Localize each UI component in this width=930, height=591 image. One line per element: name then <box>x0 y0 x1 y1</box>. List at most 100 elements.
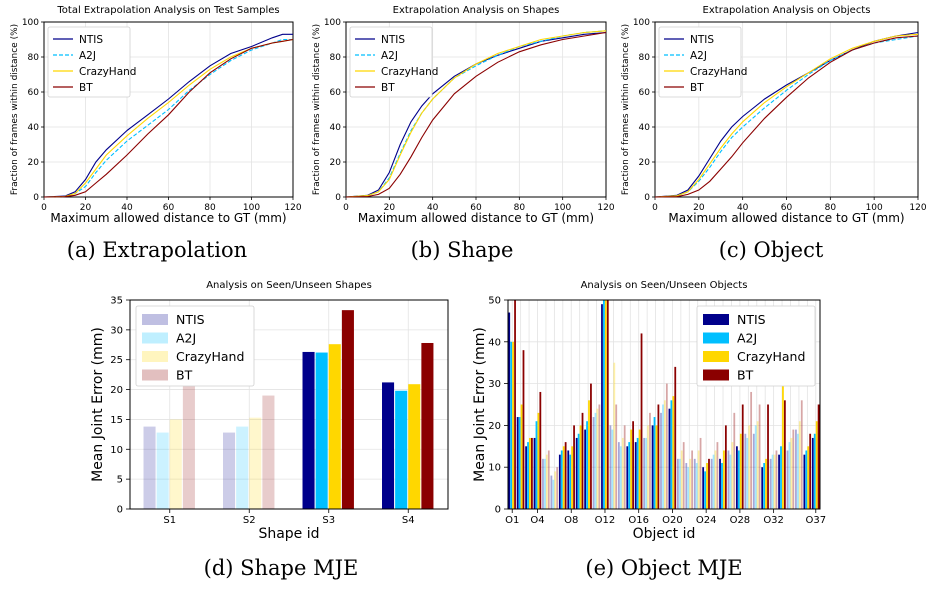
legend-swatch <box>142 332 168 344</box>
x-tick-label: S2 <box>243 515 256 526</box>
bar-bt <box>775 450 778 509</box>
bar-crazyhand <box>689 458 692 509</box>
legend-label: A2J <box>79 50 96 62</box>
y-tick-label: 100 <box>633 18 650 28</box>
x-tick-label: 0 <box>343 203 349 213</box>
legend-label: NTIS <box>737 312 766 327</box>
legend-swatch <box>703 314 729 325</box>
bar-ntis <box>769 458 772 509</box>
bar-ntis <box>778 454 780 509</box>
bar-crazyhand <box>664 400 666 509</box>
bar-a2j <box>611 429 614 509</box>
legend-label: A2J <box>381 50 398 62</box>
legend-swatch <box>142 351 168 362</box>
bar-a2j <box>594 412 597 509</box>
x-tick-label: O24 <box>696 515 717 526</box>
bar-bt <box>665 383 668 509</box>
bar-a2j <box>544 458 546 509</box>
bar-a2j <box>805 450 808 509</box>
y-axis-label: Fraction of frames within distance (%) <box>621 24 631 195</box>
bar-ntis <box>575 437 578 509</box>
legend-swatch <box>142 369 168 381</box>
bar-a2j <box>619 446 622 509</box>
bar-bt <box>341 310 354 509</box>
legend-label: A2J <box>737 331 757 346</box>
line-chart-3: 0 20 40 60 80 100 120 0 20 40 60 80 100 NTIS A2J CrazyH… <box>621 5 927 262</box>
bar-ntis <box>550 475 553 509</box>
bar-ntis <box>626 446 629 509</box>
bar-bt <box>573 425 575 509</box>
bar-crazyhand <box>328 344 341 509</box>
bar-a2j <box>586 421 588 509</box>
bar-crazyhand <box>807 446 810 509</box>
bar-crazyhand <box>621 437 624 509</box>
bar-a2j <box>729 454 732 509</box>
bar-ntis <box>508 312 511 509</box>
bar-a2j <box>771 454 774 509</box>
bar-a2j <box>395 390 408 509</box>
series-line-ntis <box>43 33 293 198</box>
bar-a2j <box>662 404 664 509</box>
bar-crazyhand <box>773 454 776 509</box>
bar-bt <box>800 400 803 509</box>
bar-ntis <box>601 304 603 509</box>
y-axis-label: Mean Joint Error (mm) <box>472 327 488 482</box>
bar-bt <box>182 384 195 509</box>
bar-crazyhand <box>697 450 700 509</box>
bar-a2j <box>670 400 673 509</box>
x-tick-label: 0 <box>41 203 47 213</box>
bar-crazyhand <box>815 421 818 509</box>
bar-a2j <box>535 421 538 509</box>
bar-ntis <box>634 442 637 509</box>
x-tick-label: 20 <box>384 203 396 213</box>
legend-label: NTIS <box>79 34 103 46</box>
bar-ntis <box>786 450 789 509</box>
bar-chart-objects: 0 10 20 30 40 50 O1 O4 O8 O12 O16 O20 O24 O28 O32 O37 NT… <box>472 280 826 580</box>
bar-crazyhand <box>562 446 565 509</box>
chart-title: Analysis on Seen/Unseen Objects <box>581 280 748 291</box>
legend-label: NTIS <box>176 312 205 327</box>
y-axis-label: Fraction of frames within distance (%) <box>312 24 322 195</box>
legend-box <box>658 26 742 98</box>
bar-bt <box>767 404 769 509</box>
bar-ntis <box>302 351 315 509</box>
legend-label: BT <box>79 82 93 94</box>
series-line-bt <box>345 31 607 198</box>
bar-ntis <box>744 433 747 509</box>
bar-ntis <box>592 417 595 509</box>
x-tick-label: 120 <box>909 203 926 213</box>
x-tick-label: S3 <box>322 515 335 526</box>
bar-a2j <box>780 446 782 509</box>
x-axis-label: Maximum allowed distance to GT (mm) <box>50 211 286 225</box>
bar-a2j <box>737 450 740 509</box>
bar-bt <box>564 442 567 509</box>
bar-crazyhand <box>714 450 717 509</box>
y-tick-label: 30 <box>488 379 501 390</box>
bar-a2j <box>628 442 631 509</box>
y-tick-label: 0 <box>495 505 501 516</box>
bar-crazyhand <box>408 384 421 509</box>
bar-a2j <box>527 442 529 509</box>
bar-a2j <box>754 425 757 509</box>
plot-frame <box>129 299 449 510</box>
bar-a2j <box>577 433 580 509</box>
bar-bt <box>581 412 584 509</box>
bar-ntis <box>558 454 561 509</box>
legend-label: CrazyHand <box>737 349 805 364</box>
series-line-a2j <box>43 38 293 198</box>
y-tick-label: 25 <box>110 355 123 366</box>
bar-bt <box>691 450 694 509</box>
legend-swatch <box>142 314 168 325</box>
legend-box <box>47 26 131 98</box>
legend-label: A2J <box>176 331 196 346</box>
bar-crazyhand <box>554 471 557 509</box>
bar-a2j <box>236 426 249 509</box>
bar-bt <box>606 300 609 509</box>
y-tick-label: 50 <box>488 296 501 307</box>
bar-ntis <box>382 382 395 509</box>
y-tick-label: 20 <box>330 158 342 168</box>
bar-crazyhand <box>672 396 675 509</box>
y-tick-label: 80 <box>639 53 651 63</box>
bar-bt <box>792 429 795 509</box>
bar-a2j <box>695 463 698 509</box>
